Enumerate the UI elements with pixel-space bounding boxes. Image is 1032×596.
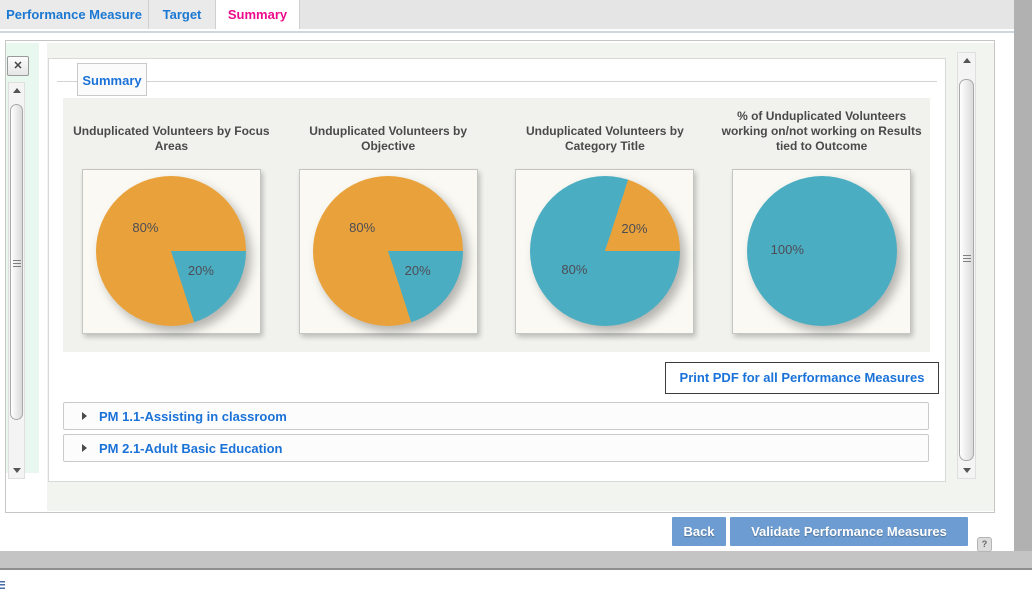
- scroll-up-icon[interactable]: [9, 84, 24, 97]
- close-button[interactable]: ✕: [7, 56, 29, 76]
- accordion-label: PM 1.1-Assisting in classroom: [99, 408, 287, 424]
- summary-content-box: Summary Unduplicated Volunteers by Focus…: [48, 58, 946, 482]
- tab-performance-measure[interactable]: Performance Measure: [0, 0, 149, 29]
- pie-data-label: 80%: [561, 261, 588, 277]
- chart-title: Unduplicated Volunteers by Focus Areas: [73, 124, 270, 153]
- validate-performance-measures-button[interactable]: Validate Performance Measures: [730, 517, 968, 546]
- window-bottom-band: [0, 551, 1032, 570]
- print-pdf-button[interactable]: Print PDF for all Performance Measures: [665, 362, 939, 394]
- accordion-pm-1-1[interactable]: PM 1.1-Assisting in classroom: [63, 402, 929, 430]
- scroll-up-icon[interactable]: [958, 54, 975, 67]
- expand-arrow-icon: [82, 444, 87, 452]
- chart-title: Unduplicated Volunteers by Category Titl…: [525, 124, 684, 153]
- tab-strip-divider: [0, 31, 1014, 33]
- left-scrollbar[interactable]: [8, 82, 25, 479]
- pie-data-label: 20%: [187, 263, 214, 278]
- pie-chart-category-title: 20% 80%: [529, 176, 680, 326]
- scroll-down-icon[interactable]: [958, 464, 975, 477]
- back-button[interactable]: Back: [672, 517, 726, 546]
- charts-panel: Unduplicated Volunteers by Focus Areas 8…: [63, 98, 930, 352]
- close-icon: ✕: [13, 60, 23, 72]
- chart-results-outcome: % of Unduplicated Volunteers working on/…: [713, 98, 930, 352]
- chart-focus-areas: Unduplicated Volunteers by Focus Areas 8…: [63, 98, 280, 352]
- scroll-down-icon[interactable]: [9, 464, 24, 477]
- pie-chart-focus-areas: 80% 20%: [96, 176, 247, 326]
- right-scrollbar[interactable]: [957, 52, 976, 479]
- chart-frame: 20% 80%: [515, 169, 695, 334]
- scrollbar-grip-icon: [962, 255, 971, 263]
- chart-frame: 100%: [732, 169, 912, 334]
- top-tab-bar: Performance Measure Target Summary: [0, 0, 1014, 29]
- pie-data-label: 100%: [770, 242, 804, 257]
- pie-chart-objective: 80% 20%: [313, 176, 464, 326]
- tab-target[interactable]: Target: [149, 0, 216, 29]
- left-gutter: [39, 42, 47, 511]
- chart-title: Unduplicated Volunteers by Objective: [309, 124, 468, 153]
- accordion-label: PM 2.1-Adult Basic Education: [99, 440, 283, 456]
- pie-data-label: 20%: [404, 263, 431, 278]
- right-scrollbar-thumb[interactable]: [959, 79, 974, 461]
- pie-data-label: 20%: [621, 221, 648, 236]
- chart-objective: Unduplicated Volunteers by Objective 80%…: [280, 98, 497, 352]
- summary-outer-panel: ✕ Summary Unduplicated Volunteers by Foc…: [5, 40, 995, 513]
- help-icon[interactable]: ?: [977, 537, 992, 552]
- left-scrollbar-thumb[interactable]: [10, 104, 23, 420]
- chart-frame: 80% 20%: [81, 169, 261, 334]
- chart-category-title: Unduplicated Volunteers by Category Titl…: [497, 98, 714, 352]
- scrollbar-grip-icon: [12, 260, 21, 268]
- expand-arrow-icon: [82, 412, 87, 420]
- accordion-pm-2-1[interactable]: PM 2.1-Adult Basic Education: [63, 434, 929, 462]
- clipped-text-fragment: [0, 581, 5, 589]
- chart-title: % of Unduplicated Volunteers working on/…: [721, 109, 922, 153]
- pie-data-label: 80%: [132, 219, 159, 235]
- pie-data-label: 80%: [349, 219, 376, 235]
- chart-frame: 80% 20%: [298, 169, 478, 334]
- tab-group-border: [57, 81, 937, 82]
- window-right-edge: [1014, 0, 1032, 570]
- pie-chart-results-outcome: 100%: [746, 176, 897, 326]
- inner-tab-summary[interactable]: Summary: [77, 63, 147, 96]
- tab-summary[interactable]: Summary: [216, 0, 300, 29]
